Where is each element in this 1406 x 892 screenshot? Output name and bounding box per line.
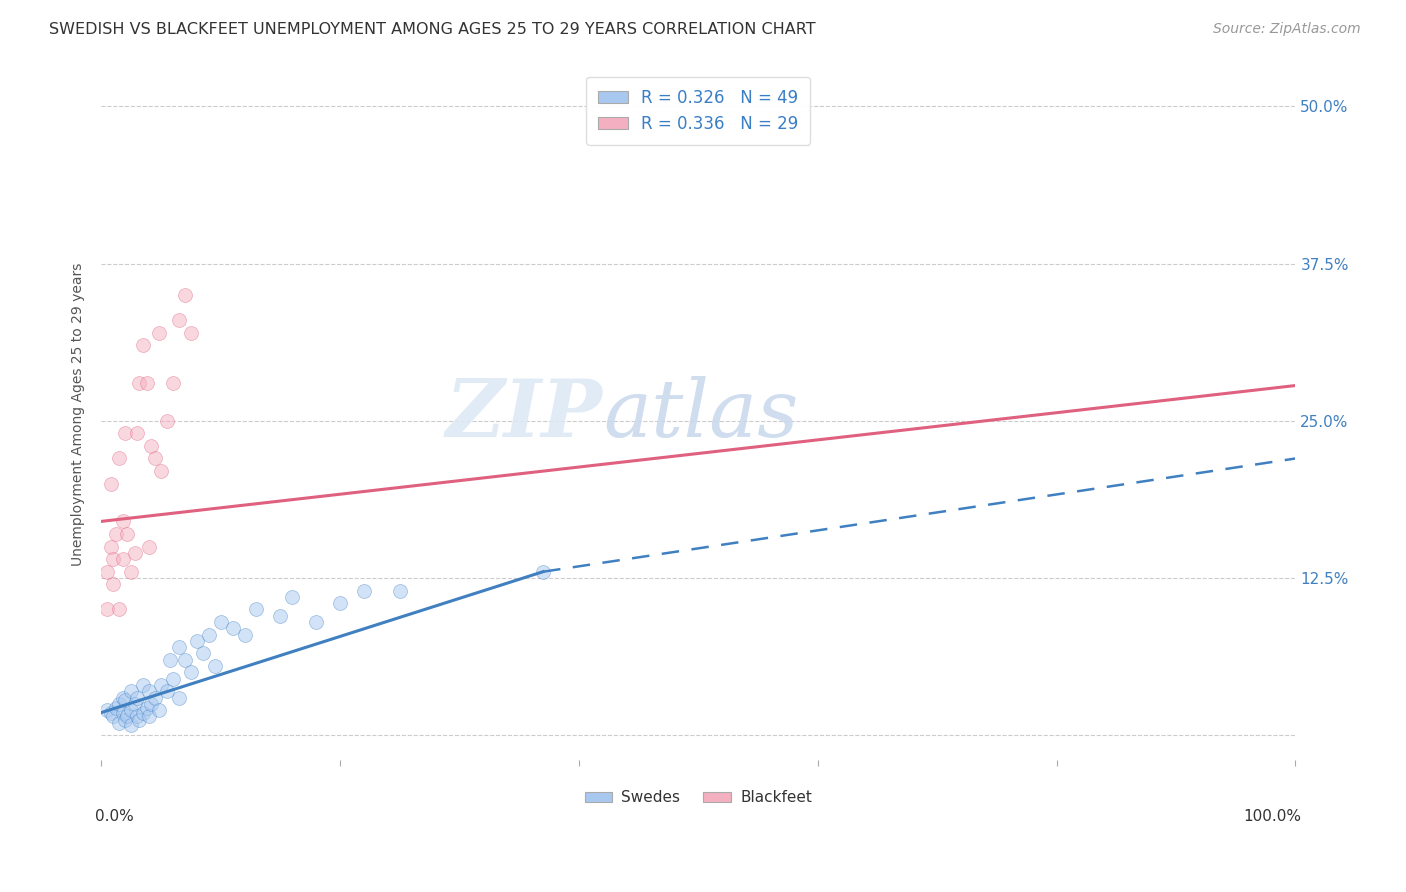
Legend: Swedes, Blackfeet: Swedes, Blackfeet: [579, 784, 818, 812]
Point: [162, 672, 184, 686]
Point: [96, 565, 118, 579]
Point: [162, 376, 184, 390]
Point: [138, 709, 160, 723]
Point: [111, 552, 134, 566]
Point: [114, 693, 136, 707]
Point: [100, 540, 122, 554]
Text: 100.0%: 100.0%: [1243, 809, 1302, 824]
Point: [156, 684, 179, 698]
Point: [128, 713, 150, 727]
Point: [191, 647, 214, 661]
Point: [120, 684, 142, 698]
Point: [245, 602, 267, 616]
Point: [108, 697, 131, 711]
Point: [125, 690, 148, 705]
Y-axis label: Unemployment Among Ages 25 to 29 years: Unemployment Among Ages 25 to 29 years: [72, 263, 86, 566]
Point: [111, 515, 134, 529]
Point: [120, 703, 142, 717]
Point: [120, 718, 142, 732]
Point: [148, 703, 170, 717]
Text: ZIP: ZIP: [446, 376, 603, 453]
Point: [143, 451, 166, 466]
Point: [233, 627, 256, 641]
Point: [197, 627, 219, 641]
Point: [135, 700, 157, 714]
Point: [180, 326, 202, 340]
Point: [111, 706, 134, 720]
Point: [305, 615, 328, 629]
Point: [209, 615, 232, 629]
Point: [100, 476, 122, 491]
Point: [186, 633, 208, 648]
Point: [269, 608, 291, 623]
Point: [108, 715, 131, 730]
Point: [96, 602, 118, 616]
Point: [132, 678, 155, 692]
Text: Source: ZipAtlas.com: Source: ZipAtlas.com: [1213, 22, 1361, 37]
Point: [388, 583, 411, 598]
Point: [96, 703, 118, 717]
Point: [100, 706, 122, 720]
Point: [149, 678, 172, 692]
Point: [531, 565, 554, 579]
Point: [114, 426, 136, 441]
Point: [114, 713, 136, 727]
Point: [173, 288, 195, 302]
Point: [128, 376, 150, 390]
Point: [156, 414, 179, 428]
Point: [117, 709, 139, 723]
Point: [125, 426, 148, 441]
Point: [101, 709, 124, 723]
Point: [124, 697, 146, 711]
Point: [329, 596, 352, 610]
Point: [141, 697, 163, 711]
Point: [204, 659, 226, 673]
Point: [281, 590, 304, 604]
Point: [132, 338, 155, 352]
Point: [135, 376, 157, 390]
Point: [104, 527, 127, 541]
Point: [138, 684, 160, 698]
Text: atlas: atlas: [603, 376, 799, 453]
Point: [173, 653, 195, 667]
Point: [104, 700, 127, 714]
Point: [141, 439, 163, 453]
Point: [125, 709, 148, 723]
Point: [108, 602, 131, 616]
Point: [180, 665, 202, 680]
Point: [120, 565, 142, 579]
Point: [117, 527, 139, 541]
Point: [138, 540, 160, 554]
Point: [108, 451, 131, 466]
Point: [221, 621, 243, 635]
Text: 0.0%: 0.0%: [96, 809, 134, 824]
Point: [148, 326, 170, 340]
Point: [167, 313, 190, 327]
Point: [167, 640, 190, 655]
Point: [111, 690, 134, 705]
Point: [124, 546, 146, 560]
Point: [132, 706, 155, 720]
Point: [149, 464, 172, 478]
Point: [159, 653, 181, 667]
Point: [167, 690, 190, 705]
Text: SWEDISH VS BLACKFEET UNEMPLOYMENT AMONG AGES 25 TO 29 YEARS CORRELATION CHART: SWEDISH VS BLACKFEET UNEMPLOYMENT AMONG …: [49, 22, 815, 37]
Point: [101, 552, 124, 566]
Point: [143, 690, 166, 705]
Point: [101, 577, 124, 591]
Point: [353, 583, 375, 598]
